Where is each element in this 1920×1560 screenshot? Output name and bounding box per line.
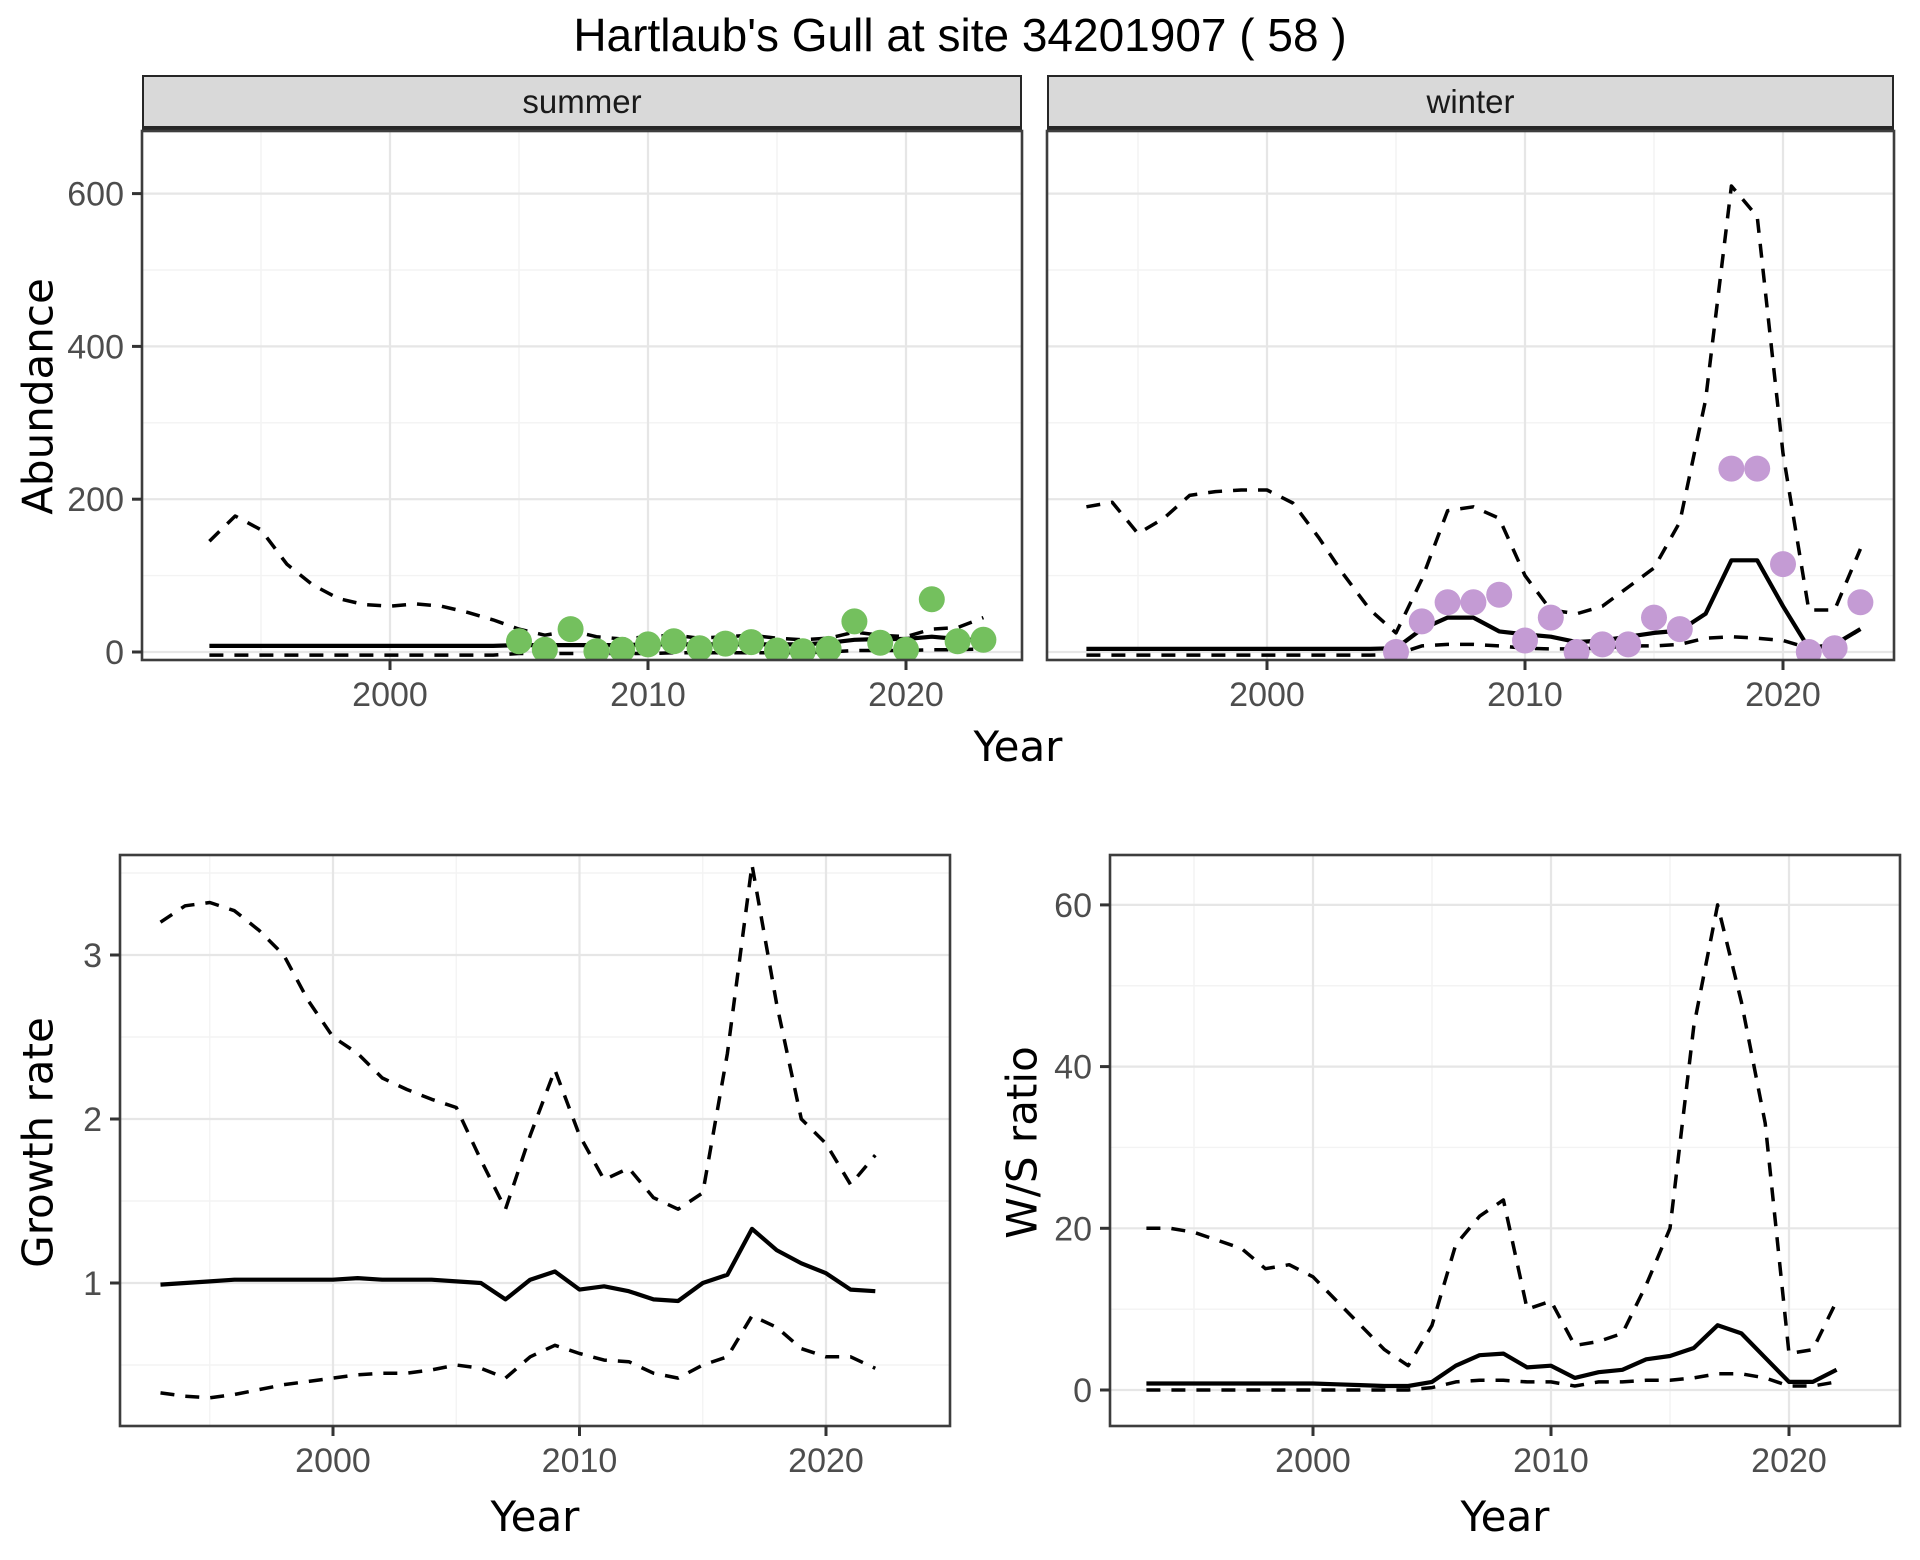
trend-line	[160, 1226, 876, 1304]
y-tick-label: 2	[83, 1101, 102, 1139]
x-tick-label: 2010	[1513, 1442, 1589, 1480]
data-point	[1589, 631, 1616, 658]
facet-strip-summer-label: summer	[522, 82, 642, 120]
abundance-axis-title: Abundance	[13, 278, 63, 515]
growth-rate-axis-title: Growth rate	[13, 1017, 63, 1268]
data-point	[1744, 455, 1771, 482]
ci-lower-line	[1086, 627, 1862, 657]
y-tick-label: 1	[83, 1265, 102, 1303]
x-tick-label: 2020	[1745, 676, 1821, 714]
x-tick-label: 2000	[352, 676, 428, 714]
data-point	[712, 630, 739, 657]
panel-background	[142, 131, 1022, 660]
data-point	[1460, 589, 1487, 616]
y-tick-label: 40	[1054, 1049, 1092, 1087]
y-tick-label: 0	[105, 634, 124, 672]
data-point	[841, 608, 868, 635]
x-tick-label: 2020	[868, 676, 944, 714]
data-point	[531, 636, 558, 660]
data-point	[918, 586, 945, 613]
year-axis-title-bottom-right: Year	[1460, 1492, 1550, 1541]
ci-upper-line	[208, 514, 985, 642]
panel-border	[1045, 129, 1896, 662]
data-point	[764, 637, 790, 660]
data-point	[1795, 639, 1822, 660]
year-axis-title-top: Year	[973, 722, 1063, 771]
panel-background	[1047, 131, 1894, 660]
data-point	[1641, 604, 1667, 631]
y-tick-label: 0	[1073, 1372, 1092, 1410]
data-point	[1512, 627, 1538, 654]
data-point	[1383, 639, 1409, 660]
panel-background	[120, 855, 950, 1426]
x-tick-label: 2000	[1275, 1442, 1351, 1480]
ci-upper-line	[1086, 184, 1863, 635]
x-tick-label: 2000	[295, 1442, 371, 1480]
panel-border	[1108, 853, 1902, 1428]
data-point	[1486, 581, 1513, 608]
facet-strip-winter: winter	[1047, 75, 1894, 131]
facet-strip-summer: summer	[142, 75, 1022, 131]
winter-abundance-data	[1086, 184, 1874, 660]
data-point	[893, 636, 919, 660]
trend-line	[1146, 1323, 1838, 1389]
ws-ratio-plot: 2000 2010 2020 0 20 40 60	[1054, 853, 1902, 1480]
x-tick-label: 2000	[1229, 676, 1305, 714]
summer-abundance-plot: 2000 2010 2020 0 200 400 600	[67, 129, 1024, 714]
x-tick-label: 2020	[788, 1442, 864, 1480]
data-point	[609, 636, 636, 660]
data-point	[944, 628, 971, 655]
ci-upper-line	[1146, 903, 1839, 1368]
y-tick-label: 200	[67, 481, 124, 519]
x-tick-label: 2010	[542, 1442, 618, 1480]
data-point	[867, 629, 894, 656]
data-point	[1718, 455, 1745, 482]
ci-lower-line	[1146, 1372, 1837, 1392]
panel-border	[140, 129, 1024, 662]
data-point	[1434, 589, 1461, 616]
year-axis-title-bottom-left: Year	[490, 1492, 580, 1541]
data-point	[789, 638, 816, 660]
data-point	[660, 628, 687, 655]
data-point	[686, 635, 713, 660]
growth-rate-data	[159, 863, 877, 1400]
trend-line	[1086, 558, 1862, 651]
data-point	[583, 638, 610, 660]
y-tick-label: 600	[67, 176, 124, 214]
x-tick-label: 2010	[610, 676, 686, 714]
data-point	[1847, 589, 1874, 616]
panel-border	[118, 853, 952, 1428]
data-point	[635, 631, 661, 658]
y-tick-label: 20	[1054, 1210, 1092, 1248]
y-tick-label: 3	[83, 937, 102, 975]
y-tick-label: 400	[67, 328, 124, 366]
y-tick-label: 60	[1054, 887, 1092, 925]
data-point	[1666, 616, 1693, 643]
growth-rate-plot: 2000 2010 2020 1 2 3	[83, 853, 952, 1480]
plot-title: Hartlaub's Gull at site 34201907 ( 58 )	[573, 9, 1347, 61]
x-tick-label: 2020	[1751, 1442, 1827, 1480]
winter-abundance-plot: 2000 2010 2020	[1045, 129, 1896, 714]
data-point	[738, 629, 765, 656]
data-point	[557, 616, 584, 643]
data-point	[1821, 635, 1848, 660]
x-tick-label: 2010	[1487, 676, 1563, 714]
facet-strip-winter-label: winter	[1426, 82, 1515, 120]
data-point	[970, 626, 997, 653]
data-point	[1770, 551, 1796, 578]
ws-ratio-data	[1146, 903, 1839, 1392]
ws-ratio-axis-title: W/S ratio	[997, 1046, 1047, 1239]
summer-abundance-data	[208, 514, 997, 660]
ci-upper-line	[159, 863, 877, 1211]
data-point	[1537, 604, 1564, 631]
data-point	[815, 635, 842, 660]
data-point	[1408, 608, 1435, 635]
panel-background	[1110, 855, 1900, 1426]
data-point	[1563, 639, 1590, 660]
data-point	[506, 628, 532, 655]
data-point	[1615, 631, 1642, 658]
